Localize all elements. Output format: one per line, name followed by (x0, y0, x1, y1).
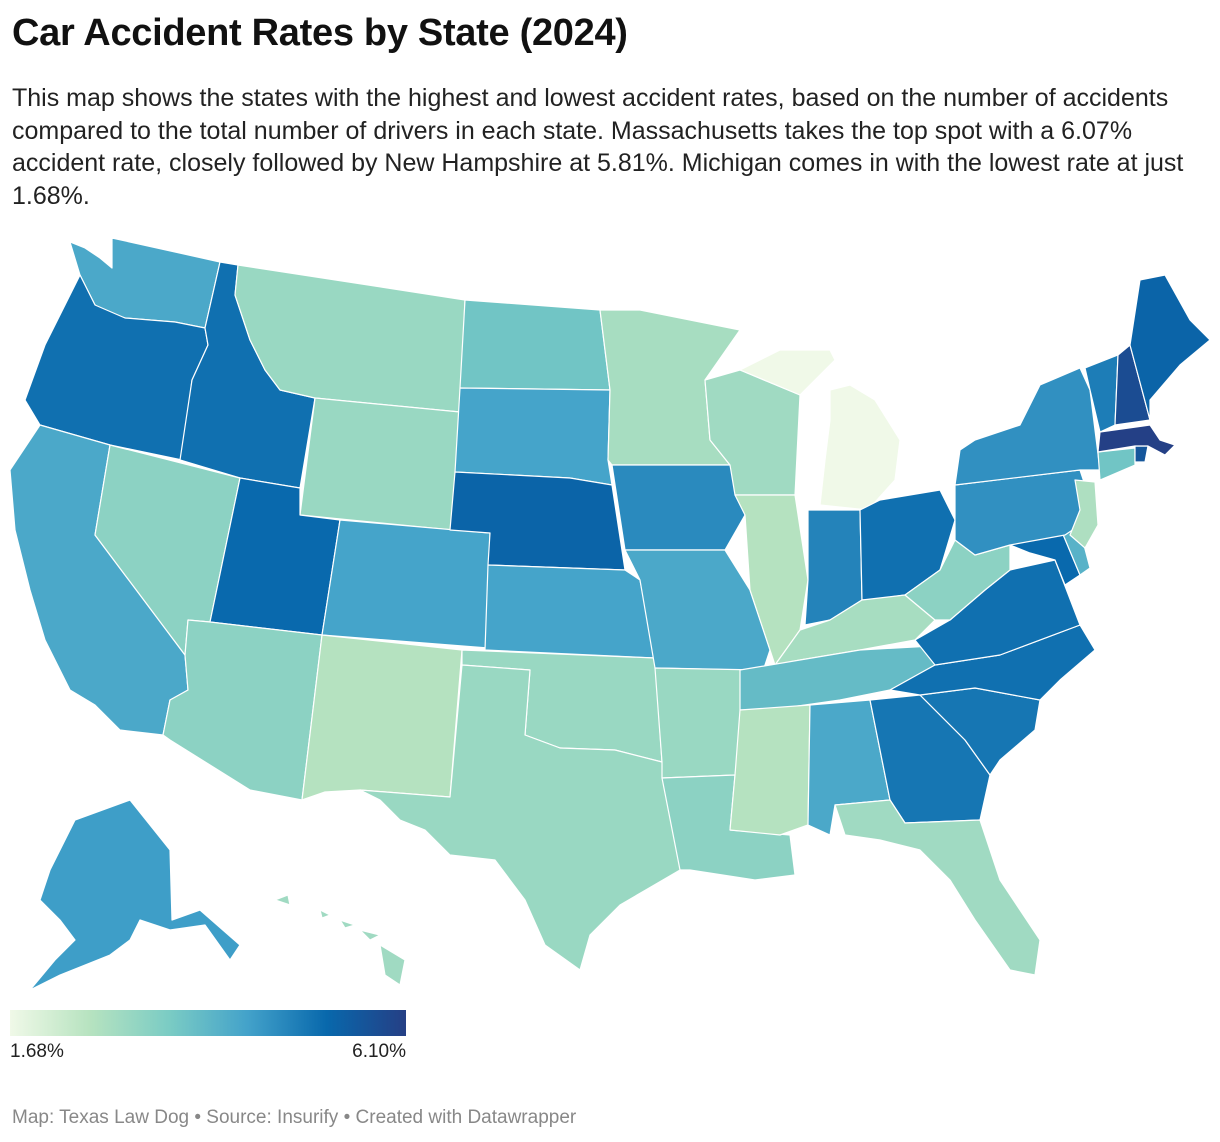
state-NJ[interactable] (1069, 479, 1099, 549)
state-NY[interactable] (954, 367, 1101, 486)
map-title: Car Accident Rates by State (2024) (12, 12, 628, 54)
state-KS[interactable] (484, 564, 656, 659)
us-choropleth-map (9, 237, 1211, 991)
source-credit: Source: Insurify (206, 1107, 339, 1128)
state-CT[interactable] (1097, 447, 1136, 481)
state-MA[interactable] (1097, 424, 1176, 456)
state-RI[interactable] (1134, 445, 1149, 463)
state-NM[interactable] (301, 634, 463, 801)
legend-min-label: 1.68% (10, 1041, 64, 1062)
state-VT[interactable] (1084, 354, 1119, 433)
state-AK[interactable] (29, 799, 241, 991)
state-TX[interactable] (359, 664, 691, 971)
state-WY[interactable] (299, 397, 461, 531)
tool-credit: Created with Datawrapper (355, 1107, 577, 1128)
legend-gradient-bar (10, 1010, 406, 1036)
state-PA[interactable] (954, 469, 1096, 556)
legend-labels: 1.68% 6.10% (10, 1041, 406, 1063)
state-CO[interactable] (321, 519, 491, 649)
legend-max-label: 6.10% (352, 1041, 406, 1062)
state-AZ[interactable] (162, 619, 323, 801)
state-FL[interactable] (834, 799, 1041, 976)
state-IA[interactable] (611, 464, 746, 551)
state-MI[interactable] (739, 349, 901, 511)
state-ME[interactable] (1129, 274, 1211, 421)
state-MS[interactable] (729, 704, 811, 836)
map-description: This map shows the states with the highe… (12, 84, 1184, 210)
footer-credits: Map: Texas Law Dog • Source: Insurify • … (12, 1107, 576, 1129)
separator: • (189, 1107, 207, 1128)
color-legend: 1.68% 6.10% (10, 1010, 406, 1063)
state-ND[interactable] (459, 299, 611, 391)
state-HI[interactable] (274, 894, 406, 986)
separator: • (338, 1107, 356, 1128)
map-credit: Map: Texas Law Dog (12, 1107, 190, 1128)
state-SD[interactable] (454, 387, 613, 486)
